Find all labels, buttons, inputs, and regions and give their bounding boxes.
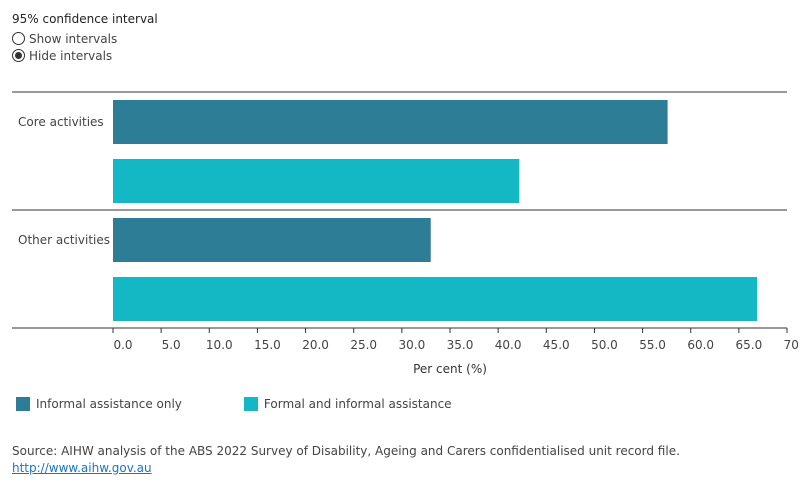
legend-item-informal[interactable]: Informal assistance only — [16, 397, 182, 411]
x-tick-label: 20.0 — [302, 338, 329, 352]
hide-intervals-option[interactable]: Hide intervals — [12, 47, 158, 64]
hide-intervals-radio[interactable] — [12, 49, 25, 62]
source-text: Source: AIHW analysis of the ABS 2022 Su… — [12, 444, 680, 458]
category-label: Core activities — [18, 115, 104, 129]
hide-intervals-label[interactable]: Hide intervals — [29, 48, 113, 63]
x-tick-label: 50.0 — [591, 338, 618, 352]
bar — [113, 159, 520, 203]
x-tick-label: 10.0 — [206, 338, 233, 352]
legend-swatch-informal — [16, 397, 30, 411]
x-tick-label: 65.0 — [735, 338, 762, 352]
x-tick-label: 15.0 — [254, 338, 281, 352]
bar-chart: Core activities Other activities 0.0 5.0 10.… — [12, 91, 800, 376]
legend-label-informal: Informal assistance only — [36, 397, 182, 411]
category-label: Other activities — [18, 233, 110, 247]
legend-item-formal-informal[interactable]: Formal and informal assistance — [243, 397, 452, 411]
x-tick-label: 5.0 — [162, 338, 181, 352]
x-tick-label: 0.0 — [113, 338, 132, 352]
x-axis-label: Per cent (%) — [413, 362, 487, 376]
confidence-interval-toggle: 95% confidence interval Show intervals H… — [12, 12, 158, 64]
bar — [113, 218, 431, 262]
bar — [113, 277, 758, 321]
show-intervals-radio[interactable] — [12, 32, 25, 45]
ci-title: 95% confidence interval — [12, 12, 158, 26]
x-tick-label: 25.0 — [350, 338, 377, 352]
bar — [113, 100, 668, 144]
legend-swatch-formal-informal — [243, 397, 258, 411]
x-tick-label: 40.0 — [495, 338, 522, 352]
legend-label-formal-informal: Formal and informal assistance — [263, 397, 452, 411]
x-tick-label: 55.0 — [639, 338, 666, 352]
source-link[interactable]: http://www.aihw.gov.au — [12, 461, 152, 475]
x-tick-label: 35.0 — [447, 338, 474, 352]
x-tick-label: 45.0 — [543, 338, 570, 352]
x-tick-label: 70.0 — [784, 338, 800, 352]
show-intervals-label[interactable]: Show intervals — [29, 31, 118, 46]
show-intervals-option[interactable]: Show intervals — [12, 30, 158, 47]
x-tick-label: 30.0 — [398, 338, 425, 352]
source-note: Source: AIHW analysis of the ABS 2022 Su… — [12, 443, 680, 477]
legend: Informal assistance only Formal and info… — [16, 397, 514, 411]
x-tick-label: 60.0 — [687, 338, 714, 352]
